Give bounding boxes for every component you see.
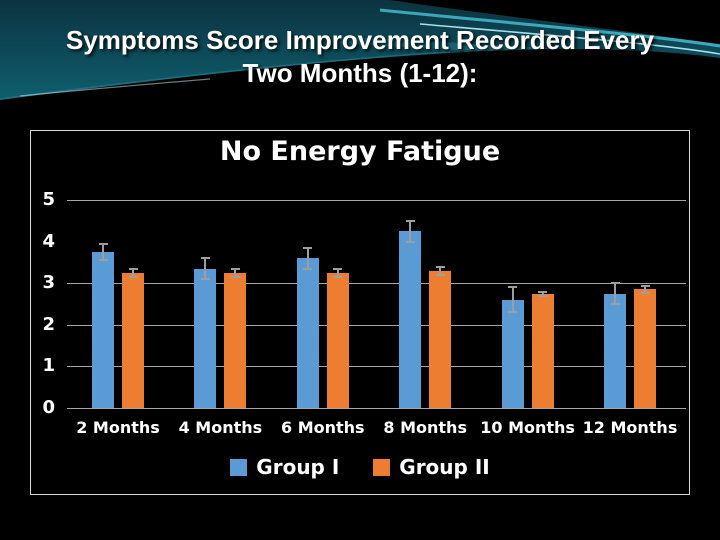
- error-bar-group-ii-10-months: [541, 291, 544, 296]
- gridline-5: [67, 200, 686, 201]
- cyan-streak: [379, 8, 720, 48]
- error-bar-group-i-10-months: [511, 287, 514, 313]
- bar-group-ii-6-months: [326, 272, 349, 408]
- y-axis-label-2: 2: [42, 313, 55, 335]
- cyan-streak: [419, 23, 720, 55]
- legend-label-group-ii: Group II: [399, 455, 490, 479]
- legend-swatch-group-ii: [373, 458, 391, 476]
- error-cap: [200, 257, 210, 260]
- error-cap: [508, 286, 518, 289]
- gridline-3: [67, 283, 686, 285]
- legend-swatch-group-i: [230, 458, 248, 476]
- y-axis-label-0: 0: [42, 397, 55, 418]
- error-cap: [98, 259, 108, 262]
- error-bar-group-ii-2-months: [132, 268, 134, 277]
- x-axis-label-6-months: 6 Months: [281, 418, 365, 437]
- error-cap: [405, 240, 415, 243]
- error-cap: [508, 311, 518, 314]
- bar-group-i-12-months: [604, 293, 626, 408]
- error-cap: [230, 275, 240, 278]
- error-bar-group-i-6-months: [306, 247, 309, 269]
- slide-title: Symptoms Score Improvement Recorded Ever…: [10, 24, 710, 90]
- legend-item-group-i: Group I: [230, 455, 339, 479]
- error-bar-group-ii-12-months: [644, 286, 646, 293]
- error-cap: [303, 246, 313, 249]
- error-bar-group-i-12-months: [614, 283, 616, 304]
- x-axis-label-2-months: 2 Months: [76, 418, 160, 437]
- bar-group-i-10-months: [501, 299, 524, 408]
- error-cap: [610, 303, 620, 305]
- y-axis-label-5: 5: [42, 189, 55, 210]
- slide-title-line2: Two Months (1-12):: [242, 58, 478, 88]
- error-cap: [128, 267, 138, 270]
- bar-group-i-8-months: [399, 231, 422, 408]
- error-cap: [98, 242, 108, 245]
- error-cap: [640, 285, 650, 288]
- legend-item-group-ii: Group II: [373, 455, 490, 479]
- x-axis-label-12-months: 12 Months: [582, 418, 678, 437]
- gridline-1: [67, 366, 686, 368]
- error-cap: [405, 219, 415, 222]
- wave-edge-highlight: [0, 51, 451, 100]
- slide-title-line1: Symptoms Score Improvement Recorded Ever…: [65, 25, 655, 55]
- error-cap: [610, 282, 620, 285]
- chart-legend: Group I Group II: [31, 455, 689, 479]
- error-cap: [640, 291, 650, 294]
- error-cap: [333, 267, 343, 270]
- x-axis-label-4-months: 4 Months: [178, 418, 263, 437]
- y-axis-label-1: 1: [42, 355, 55, 377]
- error-cap: [303, 267, 313, 270]
- bar-group-i-4-months: [194, 268, 217, 408]
- bar-group-ii-10-months: [531, 293, 554, 408]
- error-cap: [200, 278, 210, 281]
- error-cap: [435, 265, 445, 268]
- gridline-0: [67, 408, 686, 409]
- error-cap: [538, 290, 548, 293]
- top-right-dark-wave: [390, 0, 720, 44]
- error-bar-group-i-4-months: [204, 258, 207, 280]
- error-bar-group-i-2-months: [102, 243, 104, 261]
- error-bar-group-ii-4-months: [234, 268, 237, 277]
- x-axis-label-10-months: 10 Months: [480, 418, 575, 437]
- error-cap: [128, 275, 138, 278]
- bar-group-i-6-months: [296, 258, 319, 408]
- legend-label-group-i: Group I: [256, 455, 340, 479]
- chart-title: No Energy Fatigue: [219, 136, 501, 167]
- y-axis-label-4: 4: [42, 230, 55, 252]
- bar-group-ii-4-months: [224, 272, 247, 408]
- x-axis-label-8-months: 8 Months: [383, 418, 467, 437]
- error-cap: [435, 273, 445, 276]
- error-bar-group-ii-6-months: [336, 268, 339, 277]
- error-cap: [333, 275, 343, 278]
- bar-group-ii-2-months: [122, 272, 144, 408]
- bar-group-ii-12-months: [634, 289, 656, 408]
- bar-group-ii-8-months: [429, 270, 452, 408]
- bar-group-i-2-months: [92, 252, 114, 408]
- error-cap: [538, 294, 548, 297]
- wave-edge-highlight: [19, 78, 211, 97]
- error-bar-group-i-8-months: [409, 220, 412, 242]
- gridline-2: [67, 324, 686, 326]
- error-bar-group-ii-8-months: [439, 266, 442, 275]
- y-axis-label-3: 3: [42, 272, 55, 294]
- error-cap: [230, 267, 240, 270]
